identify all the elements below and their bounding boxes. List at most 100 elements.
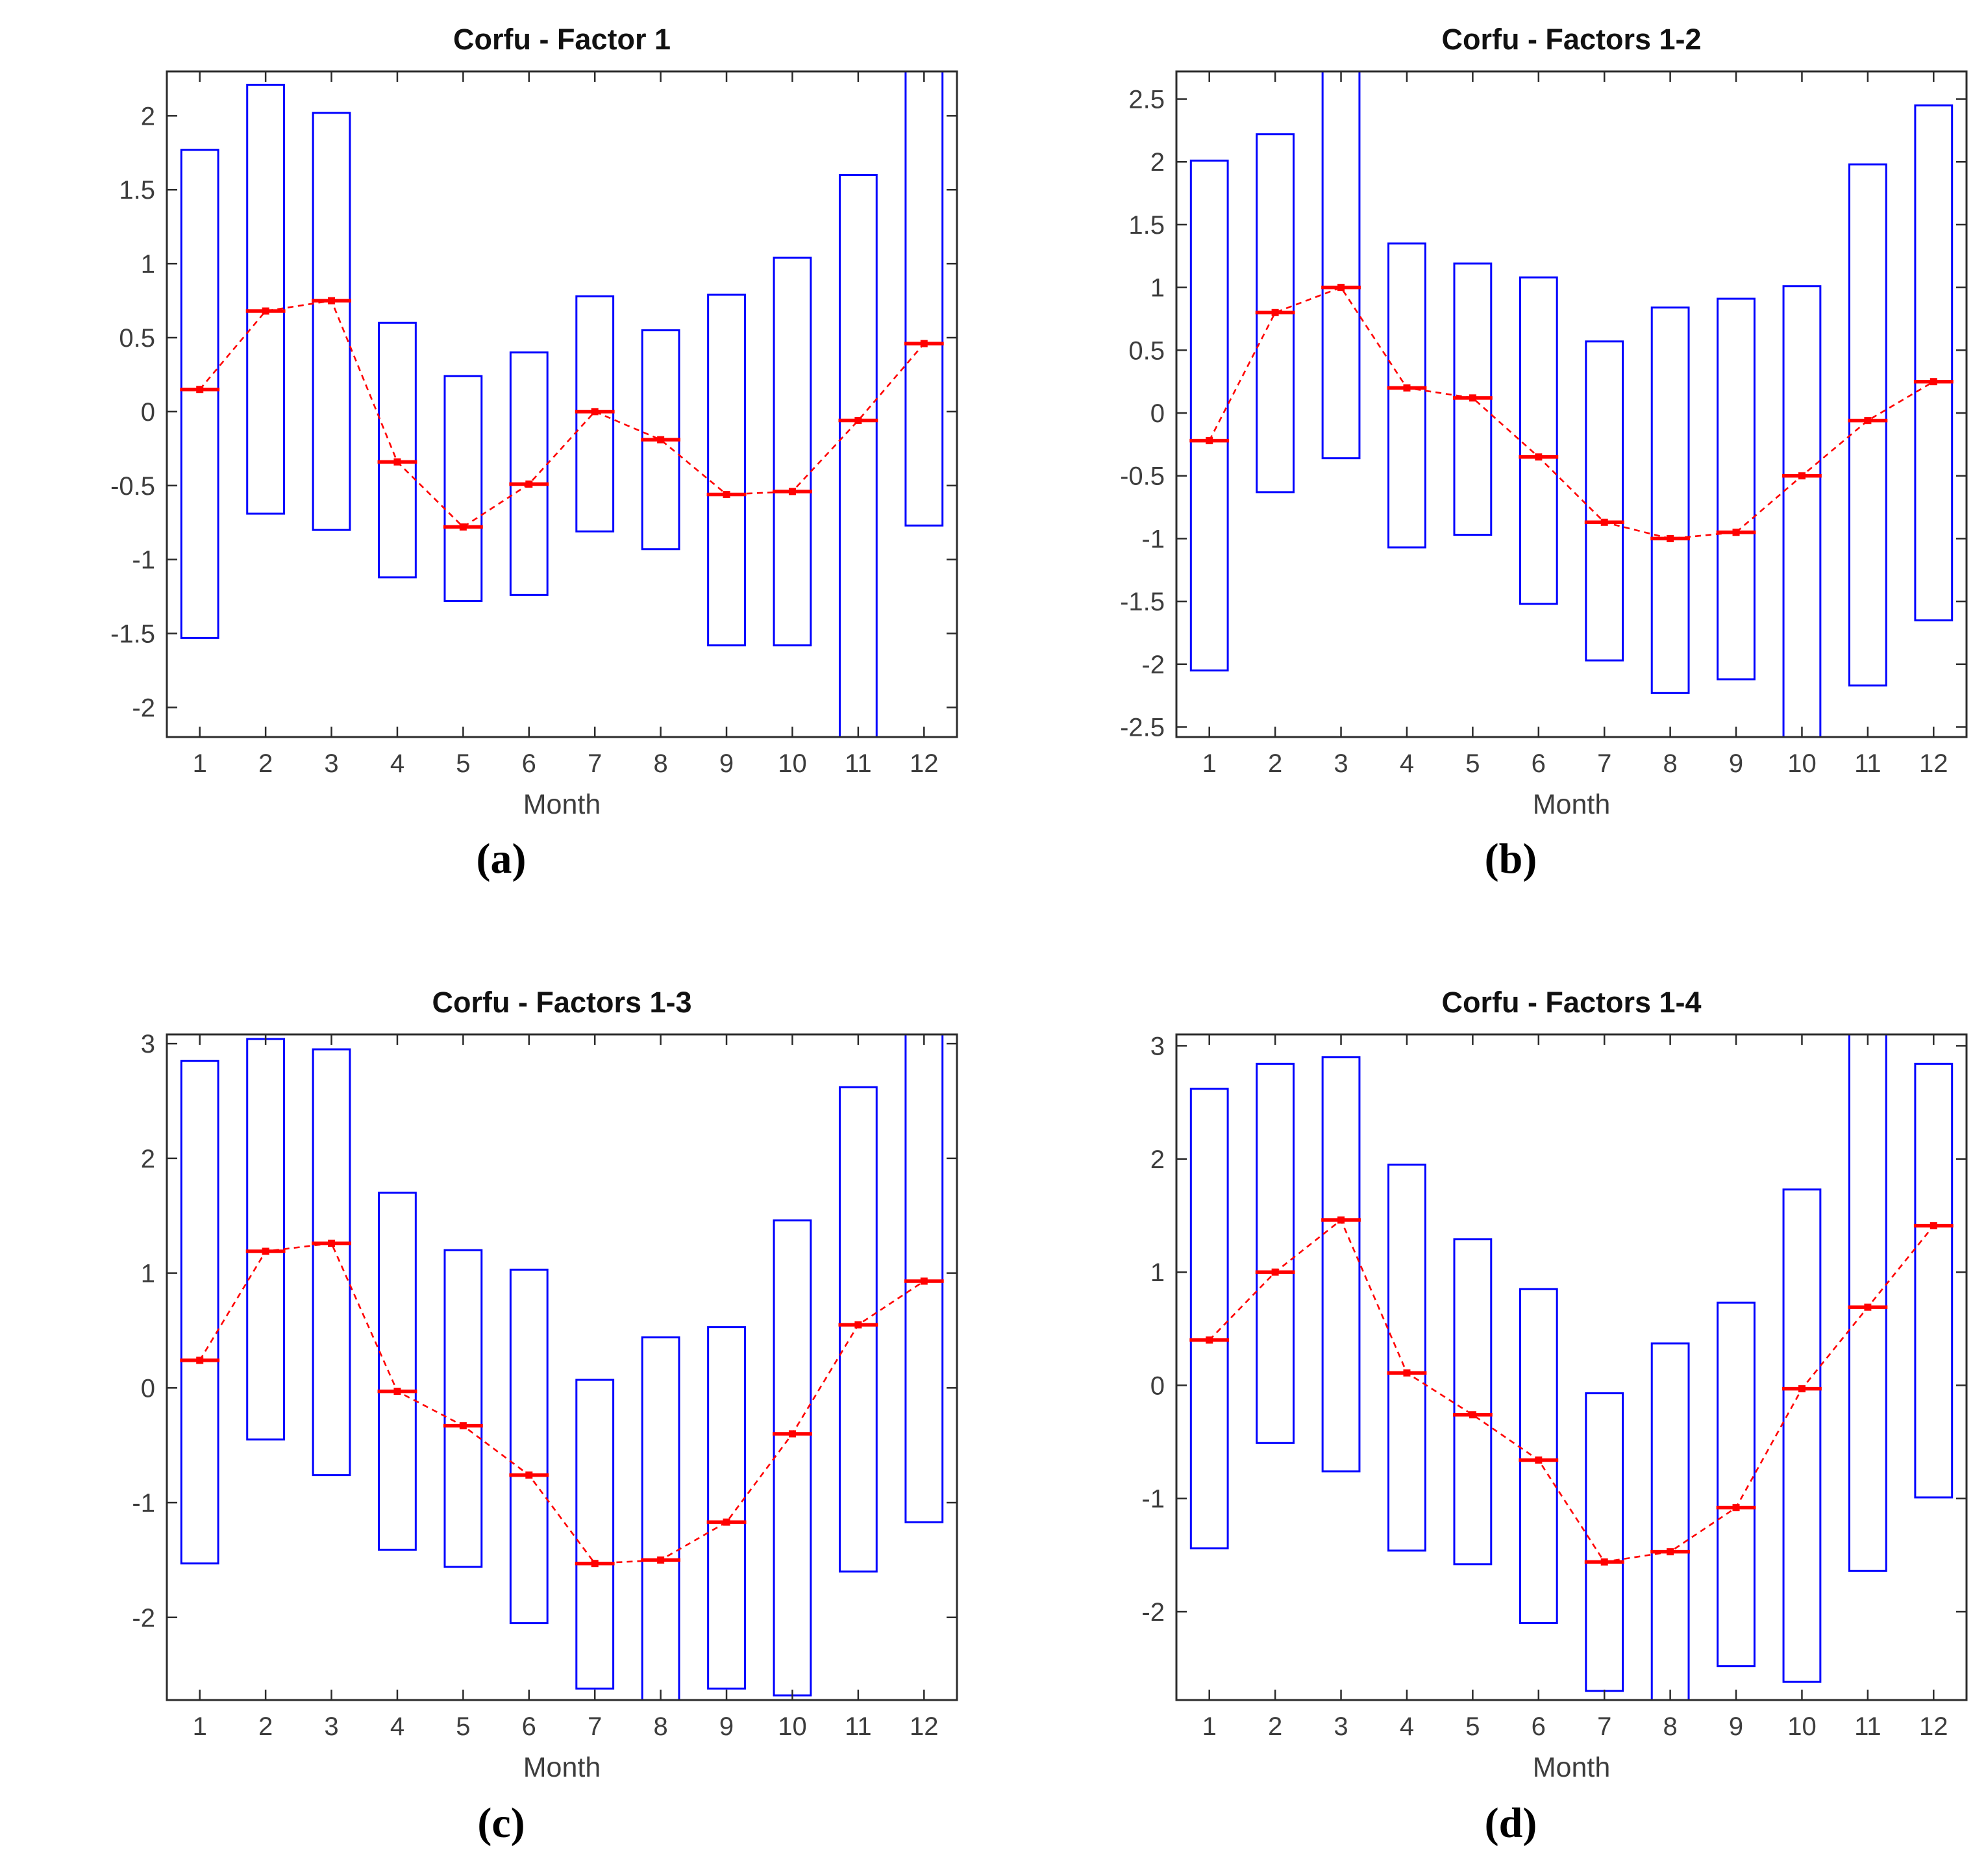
mean-marker-month-11 xyxy=(854,417,862,425)
y-tick-label: -1 xyxy=(132,546,155,575)
plot-title: Corfu - Factor 1 xyxy=(453,23,671,56)
x-tick-label-month-11: 11 xyxy=(845,749,872,778)
caption-d: (d) xyxy=(1484,1799,1537,1847)
y-tick-label: 2 xyxy=(1150,1145,1165,1173)
x-tick-label-month-9: 9 xyxy=(719,1712,734,1741)
range-box-month-9 xyxy=(707,1325,746,1690)
x-tick-label-month-2: 2 xyxy=(1268,1712,1282,1741)
range-box-month-3 xyxy=(312,1048,351,1476)
range-box-month-1 xyxy=(1189,159,1229,671)
axes-frame xyxy=(1175,1033,1968,1701)
range-boxes xyxy=(1189,72,1954,736)
y-tick-label: 2.5 xyxy=(1128,86,1165,114)
y-tick-label: 2 xyxy=(141,102,155,131)
caption-b: (b) xyxy=(1484,835,1537,882)
mean-marker-month-7 xyxy=(1600,518,1608,526)
mean-line-series xyxy=(180,1239,944,1567)
range-box-month-12 xyxy=(904,1034,944,1523)
x-axis-tick-labels: 1 2 3 4 5 6 7 8 9 10 11 12 xyxy=(1202,749,1948,778)
range-box-month-2 xyxy=(246,84,286,515)
x-tick-label-month-1: 1 xyxy=(193,1712,207,1741)
x-tick-label-month-12: 12 xyxy=(910,749,939,778)
mean-marker-month-7 xyxy=(591,1559,599,1567)
y-tick-label: 0 xyxy=(141,1374,155,1403)
mean-marker-month-2 xyxy=(262,1247,269,1255)
mean-marker-month-1 xyxy=(1206,437,1213,445)
range-box-month-7 xyxy=(1585,1392,1624,1692)
y-tick-label: -1 xyxy=(1141,525,1165,553)
caption-row-bottom: (c) (d) xyxy=(0,1799,1986,1847)
x-tick-label-month-1: 1 xyxy=(1202,1712,1217,1741)
y-tick-label: -0.5 xyxy=(110,472,155,501)
x-tick-label-month-11: 11 xyxy=(845,1712,872,1741)
range-box-month-11 xyxy=(1848,1034,1887,1572)
range-box-month-8 xyxy=(1650,306,1690,694)
x-tick-label-month-2: 2 xyxy=(258,1712,273,1741)
range-box-month-9 xyxy=(707,294,746,647)
mean-marker-month-10 xyxy=(788,488,796,495)
axes-frame xyxy=(166,70,958,738)
y-axis-tick-labels: -2 -1.5 -1 -0.5 0 0.5 1 1.5 2 xyxy=(110,102,155,722)
mean-marker-month-4 xyxy=(1403,384,1411,392)
x-tick-label-month-8: 8 xyxy=(1663,749,1678,778)
chart-corfu-factors-1-2: -2.5-2-1.5-1-0.500.511.522.51 2 3 4 5 6 7 8 9 10 1… xyxy=(1120,23,1968,820)
x-tick-label-month-6: 6 xyxy=(522,749,536,778)
mean-line-series xyxy=(1189,1216,1954,1566)
mean-marker-month-9 xyxy=(723,1518,730,1526)
y-tick-label: 1 xyxy=(141,250,155,279)
mean-marker-month-2 xyxy=(1271,308,1279,316)
range-box-month-6 xyxy=(509,351,549,596)
mean-marker-month-10 xyxy=(1798,472,1806,480)
mean-marker-month-6 xyxy=(525,1471,533,1479)
x-axis-tick-labels: 1 2 3 4 5 6 7 8 9 10 11 12 xyxy=(193,1712,939,1741)
x-tick-label-month-10: 10 xyxy=(778,1712,807,1741)
x-tick-label-month-5: 5 xyxy=(1465,1712,1480,1741)
range-box-month-12 xyxy=(904,72,944,527)
x-tick-label-month-9: 9 xyxy=(1729,749,1743,778)
range-boxes xyxy=(180,72,944,736)
x-tick-label-month-2: 2 xyxy=(1268,749,1282,778)
range-box-month-10 xyxy=(773,1219,812,1697)
mean-marker-month-8 xyxy=(657,436,665,444)
mean-line-series xyxy=(1189,284,1954,542)
y-tick-label: -1 xyxy=(132,1489,155,1518)
y-tick-label: 3 xyxy=(1150,1032,1165,1060)
range-box-month-8 xyxy=(641,1336,680,1699)
y-tick-label: 1 xyxy=(1150,274,1165,303)
range-boxes xyxy=(180,1034,944,1699)
caption-c: (c) xyxy=(477,1799,525,1847)
range-box-month-9 xyxy=(1717,1301,1756,1667)
x-tick-label-month-8: 8 xyxy=(654,749,668,778)
axes-frame xyxy=(1175,70,1968,738)
x-tick-label-month-7: 7 xyxy=(1597,1712,1611,1741)
y-tick-label: -2 xyxy=(132,694,155,722)
y-tick-label: 1 xyxy=(141,1259,155,1288)
range-box-month-7 xyxy=(1585,340,1624,662)
range-box-month-11 xyxy=(838,173,878,736)
mean-marker-month-12 xyxy=(920,340,928,347)
range-box-month-4 xyxy=(1387,242,1426,549)
x-tick-label-month-6: 6 xyxy=(1532,1712,1546,1741)
y-tick-label: 2 xyxy=(141,1144,155,1173)
mean-marker-month-10 xyxy=(788,1430,796,1438)
y-tick-label: -2 xyxy=(1141,1598,1165,1627)
range-box-month-6 xyxy=(1519,276,1558,605)
x-tick-label-month-10: 10 xyxy=(1787,749,1817,778)
x-tick-label-month-12: 12 xyxy=(1919,1712,1948,1741)
plot-title: Corfu - Factors 1-4 xyxy=(1441,986,1701,1019)
y-tick-label: -2.5 xyxy=(1120,714,1165,742)
x-axis-label: Month xyxy=(1533,789,1611,820)
y-axis-tick-labels: -2.5 -2 -1.5 -1 -0.5 0 0.5 1 1.5 2 2.5 xyxy=(1120,86,1165,742)
y-axis-tick-labels: -2 -1 0 1 2 3 xyxy=(132,1030,155,1632)
mean-marker-month-8 xyxy=(1667,1547,1674,1555)
mean-connector-line xyxy=(1208,1218,1935,1563)
mean-marker-month-2 xyxy=(262,307,269,315)
x-tick-label-month-4: 4 xyxy=(1400,1712,1414,1741)
mean-connector-line xyxy=(199,1242,925,1564)
x-tick-label-month-2: 2 xyxy=(258,749,273,778)
range-box-month-3 xyxy=(1321,1055,1361,1472)
mean-marker-month-3 xyxy=(1337,284,1345,292)
range-box-month-11 xyxy=(838,1086,878,1573)
plot-title: Corfu - Factors 1-2 xyxy=(1441,23,1701,56)
